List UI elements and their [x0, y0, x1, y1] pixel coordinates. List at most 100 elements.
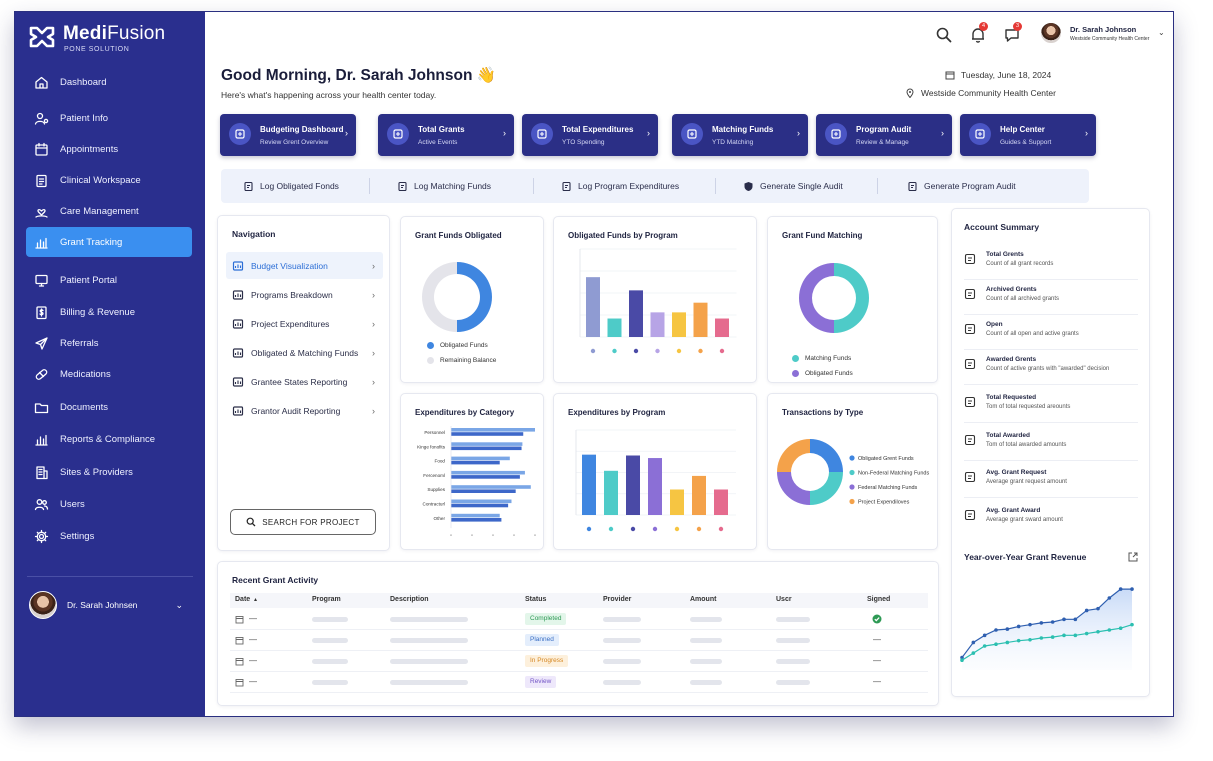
message-count-badge: 3: [1013, 22, 1022, 31]
column-header-provider[interactable]: Provider: [603, 596, 632, 603]
sidebar-item-care-management[interactable]: Care Management: [26, 196, 192, 226]
bar-chart-icon: [34, 235, 60, 250]
pie-slice: [777, 472, 810, 505]
chevron-down-icon[interactable]: ⌄: [1158, 28, 1165, 37]
table-row[interactable]: — Completed: [230, 609, 928, 630]
axis-tick: [534, 534, 536, 536]
nav-item-grantee-states-reporting[interactable]: Grantee States Reporting ›: [226, 368, 383, 395]
column-header-description[interactable]: Description: [390, 596, 429, 603]
column-header-status[interactable]: Status: [525, 596, 547, 603]
sidebar-item-referrals[interactable]: Referrals: [26, 328, 192, 358]
notification-count-badge: 4: [979, 22, 988, 31]
column-header-signed[interactable]: Signed: [867, 596, 891, 603]
action-generate-single-audit[interactable]: Generate Single Audit: [743, 169, 843, 203]
data-point: [1084, 608, 1089, 613]
messages-button[interactable]: 3: [1003, 22, 1022, 44]
sidebar-item-label: Patient Info: [60, 112, 109, 124]
placeholder-amount: [690, 638, 722, 643]
notifications-button[interactable]: 4: [969, 22, 988, 44]
quick-card-total-expenditures[interactable]: Total Expenditures YTO Spending ›: [522, 114, 658, 156]
placeholder-program: [312, 638, 348, 643]
sidebar-item-patient-info[interactable]: Patient Info: [26, 103, 192, 133]
category-dot: [655, 348, 660, 354]
bar: [607, 318, 622, 337]
legend-label: Project Expendiloves: [858, 500, 910, 506]
horizontal-bar-chart: Personnel Kinge fonofits Food Fercenoml Supp…: [417, 426, 536, 536]
sidebar-item-label: Patient Portal: [60, 274, 118, 286]
nav-item-budget-visualization[interactable]: Budget Visualization ›: [226, 252, 383, 279]
nav-item-project-expenditures[interactable]: Project Expenditures ›: [226, 310, 383, 337]
quick-card-total-grants[interactable]: Total Grants Active Events ›: [378, 114, 514, 156]
action-generate-program-audit[interactable]: Generate Program Audit: [907, 169, 1016, 203]
signed-value: —: [873, 656, 881, 665]
bar: [693, 302, 708, 337]
nav-item-obligated-matching-funds[interactable]: Obligated & Matching Funds ›: [226, 339, 383, 366]
category-dot: [718, 526, 724, 532]
summary-item-archived-grents[interactable]: Archived Grents Count of all archived gra…: [964, 284, 1136, 318]
chart-title: Grant Fund Matching: [782, 231, 863, 240]
brand-logo[interactable]: MediFusion PONE SOLUTION: [27, 22, 197, 62]
sidebar-item-billing-revenue[interactable]: Billing & Revenue: [26, 297, 192, 327]
pie-icon: [232, 376, 244, 387]
sidebar-item-clinical-workspace[interactable]: Clinical Workspace: [26, 165, 192, 195]
column-header-date[interactable]: Date: [235, 596, 251, 603]
summary-item-name: Avg. Grant Request: [986, 469, 1047, 476]
summary-item-total-requested[interactable]: Total Requested Tom of total requested ar…: [964, 392, 1136, 426]
table-row[interactable]: — Planned —: [230, 630, 928, 651]
sort-arrow-icon[interactable]: ▴: [254, 597, 258, 603]
sidebar-item-appointments[interactable]: Appointments: [26, 134, 192, 164]
summary-item-desc: Count of all grant records: [986, 261, 1054, 267]
sidebar-item-documents[interactable]: Documents: [26, 392, 192, 422]
card-icon: [232, 289, 244, 300]
action-log-obligated-fonds[interactable]: Log Obligated Fonds: [243, 169, 339, 203]
bar: [451, 432, 524, 436]
external-link-icon[interactable]: [1128, 552, 1138, 562]
table-row[interactable]: — Review —: [230, 672, 928, 693]
money-icon: [964, 434, 976, 446]
summary-item-open[interactable]: Open Count of all open and active grants: [964, 319, 1136, 353]
search-icon: [232, 405, 244, 416]
quick-card-budgeting-dashboard[interactable]: Budgeting Dashboard Review Grent Overvie…: [220, 114, 356, 156]
summary-item-avg-grant-award[interactable]: Avg. Grant Award Average grant sward amou…: [964, 505, 1136, 539]
summary-item-total-grents[interactable]: Total Grents Count of all grant records: [964, 249, 1136, 283]
sidebar-item-reports-compliance[interactable]: Reports & Compliance: [26, 424, 192, 454]
topbar-user-menu[interactable]: Dr. Sarah Johnson Westside Community Hea…: [1040, 22, 1170, 48]
quick-card-help-center[interactable]: Help Center Guides & Support ›: [960, 114, 1096, 156]
quick-card-subtitle: YTD Matching: [712, 139, 754, 146]
sidebar-item-users[interactable]: Users: [26, 489, 192, 519]
sidebar: MediFusion PONE SOLUTION Dashboard Patien…: [15, 12, 205, 716]
nav-item-programs-breakdown[interactable]: Programs Breakdown ›: [226, 281, 383, 308]
column-header-amount[interactable]: Amount: [690, 596, 717, 603]
series-line: [961, 588, 1132, 658]
table-row[interactable]: — In Progress —: [230, 651, 928, 672]
search-icon[interactable]: [935, 26, 953, 44]
placeholder-program: [312, 659, 348, 664]
sidebar-item-medications[interactable]: Medications: [26, 359, 192, 389]
quick-card-matching-funds[interactable]: Matching Funds YTD Matching ›: [672, 114, 808, 156]
chevron-down-icon[interactable]: ⌄: [175, 599, 183, 610]
sidebar-item-grant-tracking[interactable]: Grant Tracking: [26, 227, 192, 257]
category-dot: [608, 526, 614, 532]
nav-item-grantor-audit-reporting[interactable]: Grantor Audit Reporting ›: [226, 397, 383, 424]
action-log-program-expenditures[interactable]: Log Program Expenditures: [561, 169, 679, 203]
sidebar-item-patient-portal[interactable]: Patient Portal: [26, 265, 192, 295]
column-header-program[interactable]: Program: [312, 596, 341, 603]
search-project-button[interactable]: SEARCH FOR PROJECT: [230, 509, 376, 535]
sidebar-item-dashboard[interactable]: Dashboard: [26, 67, 192, 97]
summary-item-name: Total Grents: [986, 251, 1024, 258]
chart-grant-funds-obligated: Grant Funds Obligated Obligated Funds Rem…: [400, 216, 544, 383]
summary-item-awarded-grents[interactable]: Awarded Grents Count of active grants wit…: [964, 354, 1136, 388]
sidebar-item-label: Medications: [60, 368, 111, 380]
action-log-matching-funds[interactable]: Log Matching Funds: [397, 169, 491, 203]
category-dot: [652, 526, 658, 532]
bar: [692, 475, 706, 515]
home-icon: [34, 75, 60, 90]
sidebar-user[interactable]: Dr. Sarah Johnsen ⌄: [29, 589, 195, 621]
summary-item-total-awarded[interactable]: Total Awarded Tom of total awarded amount…: [964, 430, 1136, 464]
summary-divider: [964, 349, 1138, 350]
column-header-uscr[interactable]: Uscr: [776, 596, 792, 603]
summary-item-avg-grant-request[interactable]: Avg. Grant Request Average grant request …: [964, 467, 1136, 501]
sidebar-item-sites-providers[interactable]: Sites & Providers: [26, 457, 192, 487]
quick-card-program-audit[interactable]: Program Audit Review & Manage ›: [816, 114, 952, 156]
sidebar-item-settings[interactable]: Settings: [26, 521, 192, 551]
